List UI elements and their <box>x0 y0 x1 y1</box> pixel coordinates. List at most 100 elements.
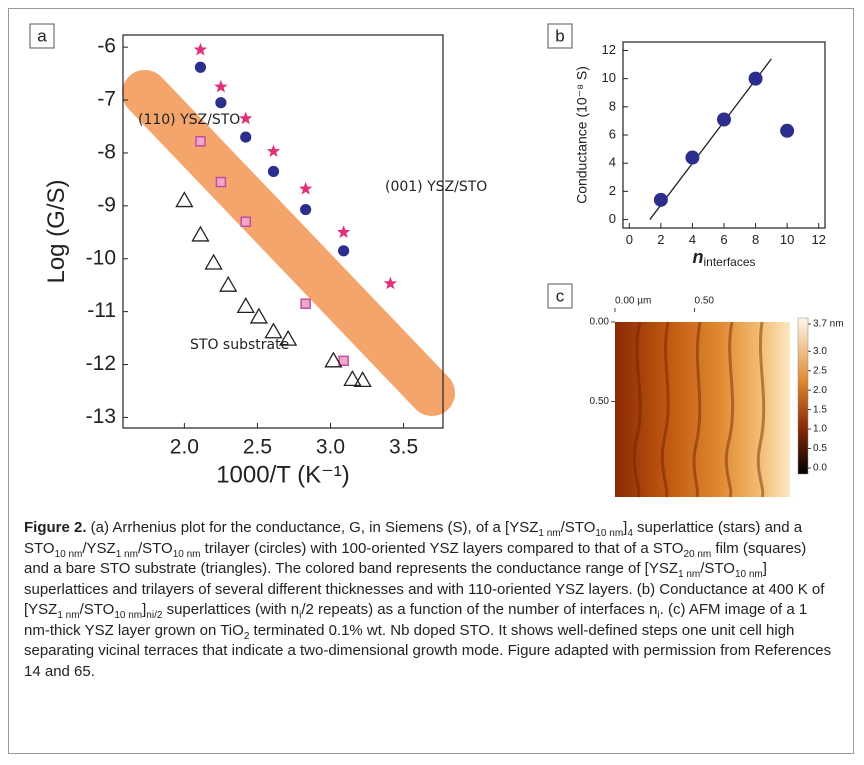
caption-subscript: 1 nm <box>116 549 138 560</box>
circle-point <box>780 124 794 138</box>
colorbar-tick-label: 1.0 <box>813 424 827 435</box>
star-point <box>384 277 397 290</box>
plot-frame <box>623 42 825 228</box>
x-tick-label: 0.00 µm <box>615 296 651 307</box>
caption-subscript: 10 nm <box>173 549 201 560</box>
y-tick-label: 12 <box>602 42 616 57</box>
y-axis-label: Log (G/S) <box>43 179 70 283</box>
circle-point <box>338 245 349 256</box>
panel-label: b <box>555 26 564 45</box>
colorbar-tick-label: 0.5 <box>813 443 827 454</box>
triangle-point <box>238 298 254 312</box>
y-axis-label: Conductance (10⁻⁸ S) <box>573 66 589 204</box>
x-axis-label: 1000/T (K⁻¹) <box>216 462 350 489</box>
caption-subscript: 1 nm <box>538 528 560 539</box>
caption-text: (a) Arrhenius plot for the conductance, … <box>87 519 539 536</box>
x-tick-label: 2.5 <box>243 435 272 458</box>
x-tick-label: 3.0 <box>316 435 345 458</box>
y-tick-label: -6 <box>97 35 116 58</box>
caption-label: Figure 2. <box>24 519 87 536</box>
triangle-point <box>344 371 360 385</box>
y-tick-label: -12 <box>86 352 116 375</box>
caption-text: /2 repeats) as a function of the number … <box>301 601 657 618</box>
caption-text: /STO <box>700 560 735 577</box>
circle-point <box>195 62 206 73</box>
caption-subscript: 1 nm <box>678 569 700 580</box>
caption-text: /STO <box>80 601 115 618</box>
y-tick-label: 0.50 <box>590 396 610 407</box>
circle-point <box>685 151 699 165</box>
caption-subscript: 10 nm <box>114 610 142 621</box>
star-point <box>239 112 252 125</box>
y-tick-label: -10 <box>86 246 116 269</box>
x-tick-label: 0 <box>626 232 633 247</box>
circle-point <box>749 72 763 86</box>
caption-text: trilayer (circles) with 100-oriented YSZ… <box>200 540 683 557</box>
x-axis-label: ninterfaces <box>692 247 755 269</box>
x-axis-label-sub: interfaces <box>703 255 755 269</box>
colorbar-tick-label: 2.0 <box>813 385 827 396</box>
circle-point <box>654 193 668 207</box>
y-tick-label: -7 <box>97 88 116 111</box>
annotation: (110) YSZ/STO <box>138 112 240 128</box>
circle-point <box>268 166 279 177</box>
square-point <box>241 217 250 226</box>
caption: Figure 2. (a) Arrhenius plot for the con… <box>24 518 834 682</box>
caption-text: superlattices (with n <box>162 601 299 618</box>
y-tick-label: 6 <box>609 126 616 141</box>
colorbar-tick-label: 2.5 <box>813 365 827 376</box>
triangle-point <box>176 193 192 207</box>
y-tick-label: 8 <box>609 98 616 113</box>
x-tick-label: 8 <box>752 232 759 247</box>
y-tick-label: 0 <box>609 211 616 226</box>
caption-subscript: 20 nm <box>683 549 711 560</box>
y-tick-label: -9 <box>97 193 116 216</box>
x-tick-label: 3.5 <box>389 435 418 458</box>
caption-text: /YSZ <box>82 540 115 557</box>
star-point <box>299 182 312 195</box>
triangle-point <box>192 227 208 241</box>
star-point <box>267 144 280 157</box>
colorbar-tick-label: 1.5 <box>813 404 827 415</box>
x-tick-label: 10 <box>780 232 794 247</box>
y-tick-label: 0.00 <box>590 317 610 328</box>
caption-subscript: 10 nm <box>55 549 83 560</box>
circle-point <box>300 204 311 215</box>
x-tick-label: 2.0 <box>170 435 199 458</box>
y-tick-label: -11 <box>87 299 116 322</box>
page: a2.02.53.03.5-6-7-8-9-10-11-12-131000/T … <box>0 0 864 765</box>
caption-text: /STO <box>138 540 173 557</box>
colorbar <box>798 318 808 474</box>
y-tick-label: -13 <box>86 405 116 428</box>
annotation: STO substrate <box>190 337 289 353</box>
caption-text: /STO <box>561 519 596 536</box>
x-axis-label-main: n <box>692 247 703 267</box>
square-point <box>216 178 225 187</box>
x-tick-label: 4 <box>689 232 696 247</box>
x-tick-label: 2 <box>657 232 664 247</box>
triangle-point <box>220 277 236 291</box>
colorbar-tick-label: 3.0 <box>813 346 827 357</box>
star-point <box>337 225 350 238</box>
panel-label: c <box>556 286 565 305</box>
square-point <box>196 137 205 146</box>
caption-subscript: 1 nm <box>57 610 79 621</box>
y-tick-label: -8 <box>97 140 116 163</box>
y-tick-label: 10 <box>602 70 616 85</box>
triangle-point <box>206 255 222 269</box>
y-tick-label: 4 <box>609 155 616 170</box>
colorbar-tick-label: 0.0 <box>813 463 827 474</box>
triangle-point <box>266 324 282 338</box>
x-tick-label: 0.50 <box>695 296 715 307</box>
square-point <box>301 299 310 308</box>
caption-subscript: 10 nm <box>595 528 623 539</box>
circle-point <box>240 131 251 142</box>
caption-subscript: 10 nm <box>735 569 763 580</box>
star-point <box>214 80 227 93</box>
colorbar-tick-label: 3.7 nm <box>813 319 844 330</box>
x-tick-label: 6 <box>720 232 727 247</box>
y-tick-label: 2 <box>609 183 616 198</box>
circle-point <box>215 97 226 108</box>
x-tick-label: 12 <box>811 232 825 247</box>
